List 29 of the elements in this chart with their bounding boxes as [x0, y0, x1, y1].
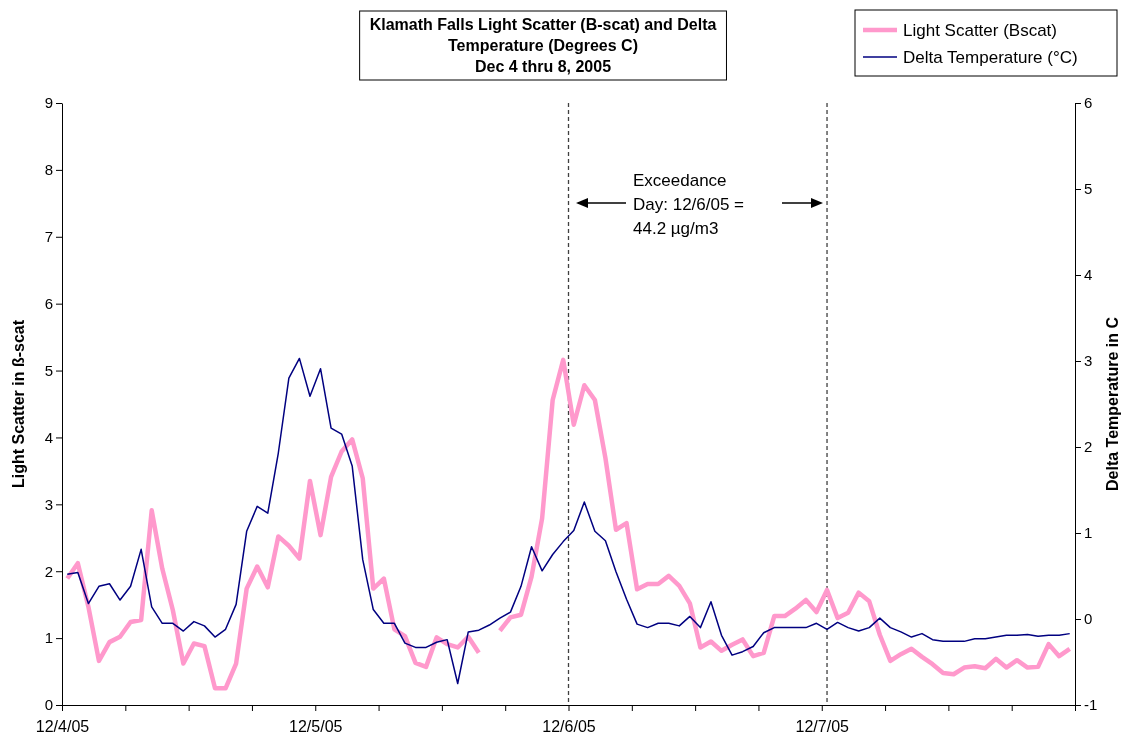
y-tick-label: 1	[44, 629, 53, 647]
annotation: Exceedance Day: 12/6/05 = 44.2 µg/m3	[633, 171, 745, 238]
y-tick-label: 2	[44, 562, 53, 580]
y2-tick-label: 6	[1084, 94, 1093, 112]
x-tick-label: 12/6/05	[542, 717, 596, 735]
legend-label: Delta Temperature (°C)	[903, 48, 1078, 67]
y2-axis-title: Delta Temperature in C	[1104, 316, 1121, 491]
legend-label: Light Scatter (Bscat)	[903, 21, 1058, 40]
y-tick-label: 9	[44, 94, 53, 112]
y2-tick-label: 1	[1084, 524, 1093, 542]
y-axis-title: Light Scatter in ß-scat	[10, 319, 27, 489]
y-tick-label: 8	[44, 161, 53, 179]
y2-tick-label: 0	[1084, 610, 1093, 628]
y2-tick-label: 3	[1084, 352, 1093, 370]
y-tick-label: 4	[44, 428, 53, 446]
y-tick-label: 3	[44, 495, 53, 513]
chart-title: Klamath Falls Light Scatter (B-scat) and Delta Temperature (Degrees C)	[369, 16, 717, 54]
x-tick-label: 12/5/05	[289, 717, 343, 735]
y-tick-label: 6	[44, 294, 53, 312]
y-tick-label: 7	[44, 228, 53, 246]
y2-tick-label: 2	[1084, 438, 1093, 456]
y-tick-label: 5	[44, 361, 53, 379]
chart-subtitle: Dec 4 thru 8, 2005	[474, 58, 612, 75]
x-tick-label: 12/7/05	[795, 717, 850, 735]
x-tick-label: 12/4/05	[35, 717, 90, 735]
y2-tick-label: -1	[1084, 696, 1098, 714]
y2-tick-label: 5	[1084, 180, 1093, 198]
y-tick-label: 0	[44, 696, 53, 714]
y2-tick-label: 4	[1084, 266, 1093, 284]
